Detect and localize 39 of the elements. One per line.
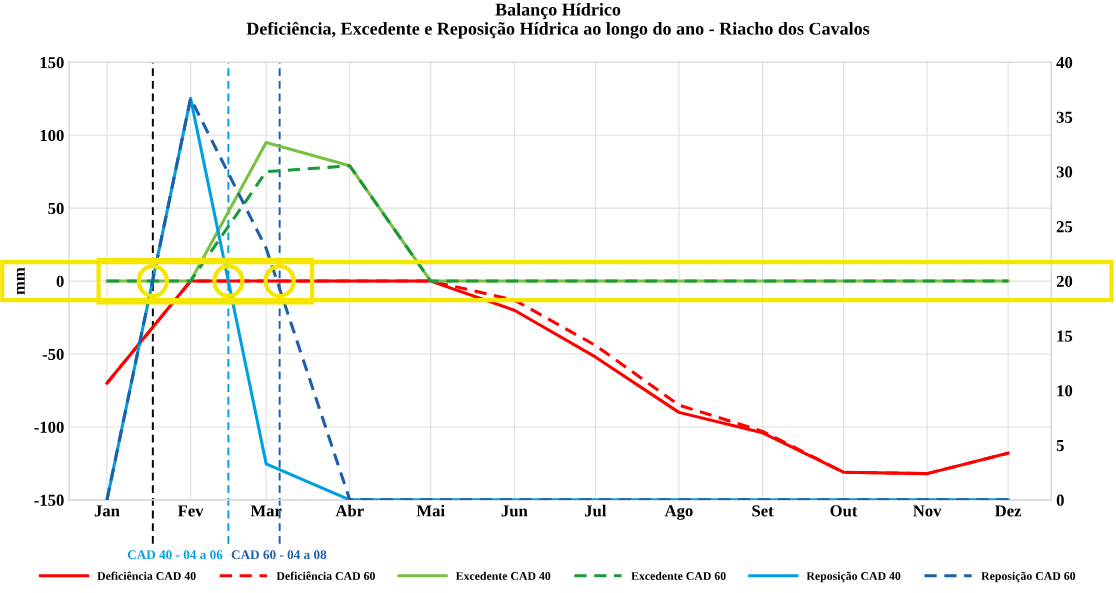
- x-tick-label: Jan: [94, 505, 120, 517]
- y2-tick-label: 5: [1056, 440, 1064, 452]
- x-tick-label: Ago: [664, 505, 693, 520]
- y2-tick-label: 35: [1056, 111, 1073, 123]
- chart-title: Balanço Hídrico: [495, 2, 621, 20]
- y2-tick-label: 25: [1056, 221, 1073, 233]
- x-tick-label: Abr: [335, 504, 364, 517]
- y2-tick-label: 0: [1056, 494, 1064, 506]
- x-tick-label: Jun: [501, 505, 528, 517]
- y-tick-label: 50: [48, 202, 64, 215]
- chart-subtitle: Deficiência, Excedente e Reposição Hídrica ao longo do ano - Riacho dos Cavalos: [246, 21, 870, 39]
- y-tick-label: 0: [56, 275, 64, 288]
- y2-tick-label: 40: [1056, 56, 1073, 69]
- y-tick-label: -100: [34, 421, 64, 433]
- legend-label: Reposição CAD 40: [806, 571, 901, 583]
- legend-label: Deficiência CAD 40: [97, 571, 196, 580]
- legend-label: Excedente CAD 60: [631, 571, 726, 580]
- y2-tick-label: 15: [1057, 330, 1073, 342]
- x-tick-label: Nov: [913, 505, 942, 517]
- x-tick-label: Dez: [994, 505, 1022, 517]
- x-tick-label: Fev: [177, 505, 204, 517]
- x-tick-label: Mar: [250, 505, 282, 517]
- y2-tick-label: 30: [1056, 166, 1073, 178]
- y2-tick-label: 20: [1056, 275, 1073, 288]
- x-tick-label: Set: [752, 505, 774, 517]
- x-tick-label: Mai: [416, 504, 445, 517]
- ref-line-label: CAD 60 - 04 a 08: [231, 550, 327, 560]
- y-axis-title: mm: [16, 267, 25, 295]
- y-tick-label: 150: [40, 56, 64, 69]
- legend-label: Reposição CAD 60: [981, 571, 1076, 583]
- x-tick-label: Out: [830, 505, 858, 517]
- legend-label: Deficiência CAD 60: [276, 571, 375, 580]
- y2-tick-label: 10: [1057, 385, 1073, 397]
- legend-label: Excedente CAD 40: [455, 571, 551, 580]
- ref-line-label: CAD 40 - 04 a 06: [127, 550, 223, 560]
- x-tick-label: Jul: [584, 504, 607, 517]
- y-tick-label: 100: [40, 129, 64, 142]
- y-tick-label: -50: [42, 348, 64, 360]
- y-tick-label: -150: [34, 494, 64, 506]
